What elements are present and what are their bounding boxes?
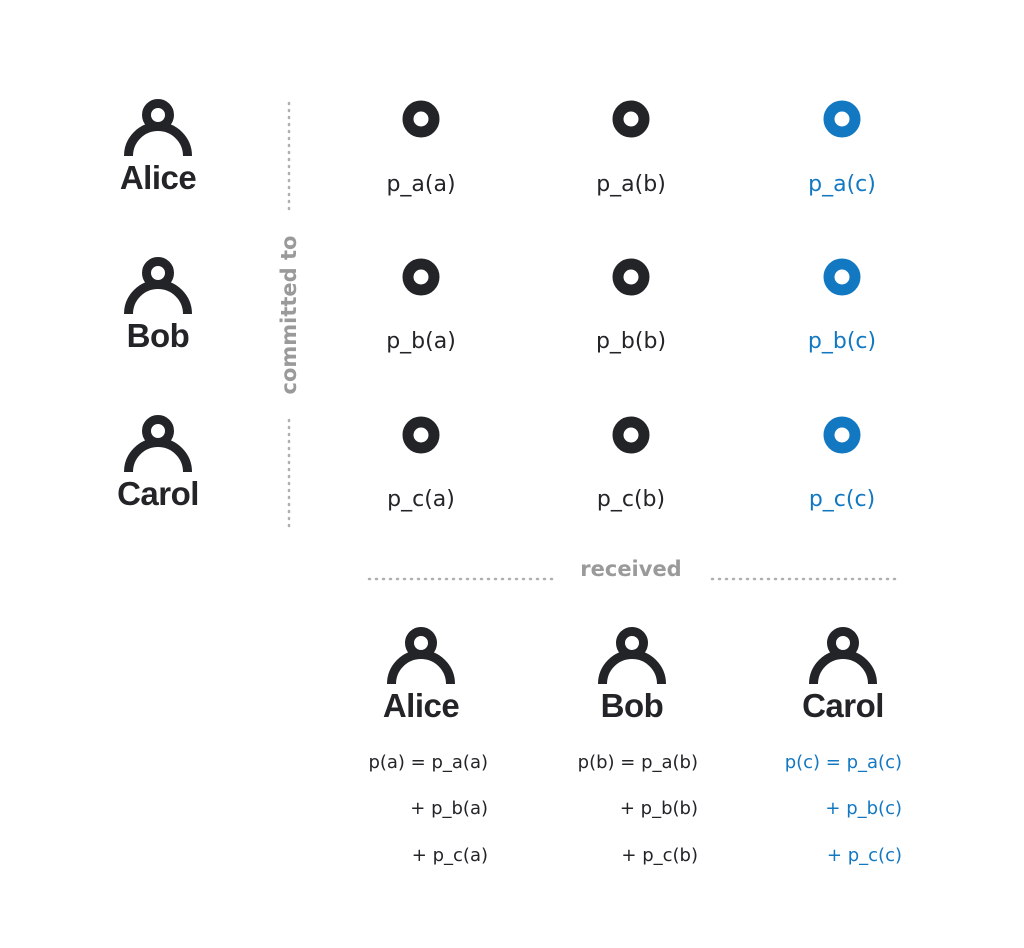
formula-line-highlight: + p_b(c) bbox=[825, 798, 902, 819]
receiver-name: Bob bbox=[600, 687, 664, 724]
person-icon bbox=[124, 415, 192, 473]
share-label: p_a(a) bbox=[386, 172, 456, 197]
person-icon bbox=[598, 627, 666, 685]
sender-name: Carol bbox=[117, 475, 199, 512]
received-label: received bbox=[580, 557, 682, 581]
share-label: p_c(a) bbox=[387, 487, 455, 512]
person-icon bbox=[809, 627, 877, 685]
committed-label: committed to bbox=[277, 235, 301, 395]
share-label-highlight: p_a(c) bbox=[808, 172, 876, 197]
commitment-dot-icon bbox=[402, 100, 440, 138]
formula-line: + p_b(b) bbox=[619, 798, 698, 819]
share-label-highlight: p_c(c) bbox=[808, 487, 876, 512]
commitment-dot-icon bbox=[823, 416, 861, 454]
formula-line: p(b) = p_a(b) bbox=[577, 752, 698, 773]
formula-line: + p_c(a) bbox=[411, 845, 488, 866]
commitment-dot-icon bbox=[402, 416, 440, 454]
commitment-dot-icon bbox=[612, 416, 650, 454]
share-label: p_b(b) bbox=[595, 329, 667, 354]
sender-bob: Bob bbox=[113, 256, 203, 354]
share-label-highlight: p_b(c) bbox=[807, 329, 877, 354]
sender-carol: Carol bbox=[113, 414, 203, 512]
commitment-dot-icon bbox=[402, 258, 440, 296]
receiver-bob: Bob bbox=[587, 626, 677, 724]
receiver-name: Alice bbox=[382, 687, 460, 724]
person-icon bbox=[124, 99, 192, 157]
commitment-dot-icon bbox=[612, 258, 650, 296]
commitment-dot-icon bbox=[823, 258, 861, 296]
received-divider bbox=[367, 577, 898, 581]
receiver-name: Carol bbox=[802, 687, 884, 724]
sender-name: Bob bbox=[126, 317, 190, 354]
person-icon bbox=[124, 257, 192, 315]
commitment-dot-icon bbox=[823, 100, 861, 138]
formula-line: p(a) = p_a(a) bbox=[368, 752, 488, 773]
receiver-alice: Alice bbox=[376, 626, 466, 724]
share-label: p_c(b) bbox=[596, 487, 666, 512]
receiver-carol: Carol bbox=[798, 626, 888, 724]
share-label: p_b(a) bbox=[386, 329, 456, 354]
formula-line-highlight: p(c) = p_a(c) bbox=[784, 752, 902, 773]
sender-name: Alice bbox=[119, 159, 197, 196]
formula-line: + p_b(a) bbox=[410, 798, 488, 819]
formula-line-highlight: + p_c(c) bbox=[826, 845, 902, 866]
commitment-dot-icon bbox=[612, 100, 650, 138]
sender-alice: Alice bbox=[113, 98, 203, 196]
person-icon bbox=[387, 627, 455, 685]
formula-line: + p_c(b) bbox=[621, 845, 698, 866]
share-label: p_a(b) bbox=[596, 172, 666, 197]
